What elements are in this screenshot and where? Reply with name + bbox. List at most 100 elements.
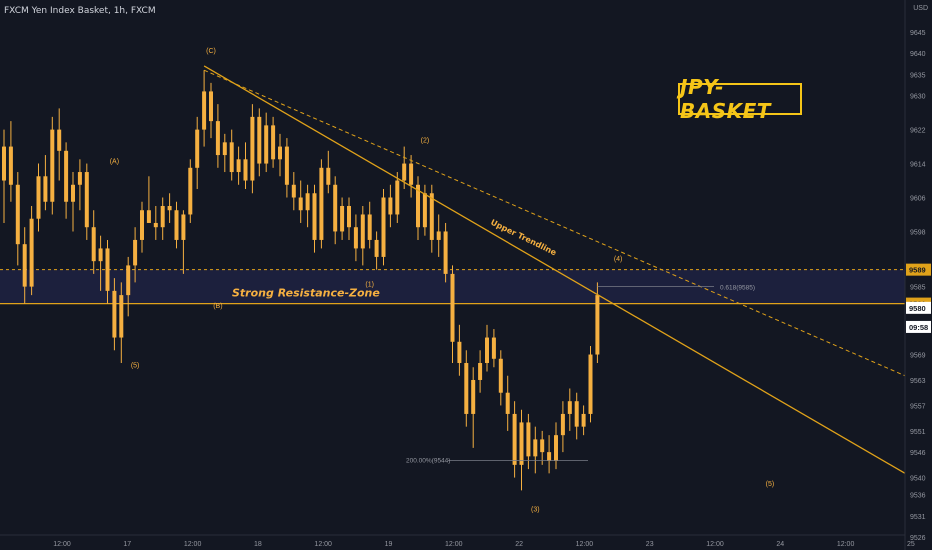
candle-body	[450, 273, 455, 342]
candle-body	[209, 91, 213, 122]
candle-body	[505, 392, 510, 414]
y-tick-label: 9536	[910, 493, 926, 500]
candle-body	[167, 205, 172, 211]
x-tick-label: 25	[907, 541, 915, 548]
candle-body	[174, 210, 179, 240]
dashed-trendline	[203, 69, 906, 377]
candle-body	[526, 422, 531, 457]
upper-trendline	[203, 65, 906, 474]
x-tick-label: 24	[776, 541, 784, 548]
symbol-title: FXCM Yen Index Basket, 1h, FXCM	[4, 6, 156, 16]
logo-text: JPY-BASKET	[680, 75, 771, 123]
candle-body	[416, 184, 420, 228]
candle-body	[43, 176, 48, 202]
candle-body	[298, 197, 303, 211]
candle-body	[71, 184, 75, 202]
candle-body	[312, 193, 317, 240]
y-tick-label: 9526	[910, 535, 926, 542]
candle-body	[284, 146, 289, 185]
y-tick-label: 9546	[910, 450, 926, 457]
candle-body	[347, 205, 351, 228]
fib-label-0618: 0.618(9585)	[720, 285, 755, 292]
candle-body	[340, 205, 345, 232]
candle-body	[395, 180, 400, 215]
x-tick-label: 12:00	[576, 541, 594, 548]
wave-label: (1)	[365, 282, 374, 289]
candle-body	[333, 184, 338, 232]
candle-body	[353, 227, 358, 249]
candle-body	[36, 176, 41, 219]
price-badge	[906, 263, 931, 276]
candle-body	[77, 172, 82, 185]
candle-body	[257, 116, 262, 164]
y-tick-label: 9563	[910, 378, 926, 385]
candle-body	[374, 239, 379, 257]
candle-body	[29, 218, 34, 287]
candle-body	[554, 435, 558, 461]
candle-body	[305, 193, 310, 211]
candle-body	[519, 422, 524, 465]
price-badge	[906, 320, 931, 333]
candle-body	[360, 214, 365, 249]
candle-body	[422, 193, 427, 228]
wave-label: (C)	[206, 48, 216, 55]
y-tick-label: 9540	[910, 476, 926, 483]
wave-label: (5)	[766, 481, 775, 488]
wave-label: (4)	[614, 256, 623, 263]
zone-label: Strong Resistance-Zone	[232, 287, 380, 300]
x-tick-label: 12:00	[837, 541, 855, 548]
y-tick-label: 9640	[910, 51, 926, 58]
y-tick-label: 9585	[910, 285, 926, 292]
candle-body	[243, 159, 248, 181]
candle-body	[471, 379, 476, 414]
candle-body	[140, 210, 144, 240]
x-tick-label: 12:00	[314, 541, 332, 548]
candle-body	[367, 214, 372, 240]
y-tick-label: 9606	[910, 196, 926, 203]
candle-body	[326, 167, 331, 185]
x-tick-label: 17	[123, 541, 131, 548]
candle-body	[91, 227, 96, 262]
y-tick-label: 9645	[910, 30, 926, 37]
candle-body	[540, 439, 545, 453]
candle-body	[222, 142, 227, 156]
candle-body	[215, 121, 220, 156]
candle-body	[547, 452, 552, 461]
price-badge-label: 9580	[909, 304, 926, 313]
candle-body	[402, 163, 407, 181]
candle-body	[160, 205, 165, 228]
candle-body	[153, 222, 158, 228]
candle-body	[119, 295, 124, 338]
price-badge-label: 09:58	[909, 323, 928, 332]
candle-body	[436, 231, 441, 240]
y-tick-label: 9630	[910, 94, 926, 101]
candle-body	[319, 167, 324, 240]
candle-body	[22, 244, 27, 287]
candle-body	[271, 125, 276, 160]
candle-body	[388, 197, 393, 215]
x-tick-label: 12:00	[706, 541, 724, 548]
candle-body	[443, 231, 448, 274]
candle-body	[512, 413, 517, 465]
candle-body	[567, 401, 572, 414]
candle-body	[409, 163, 414, 185]
candle-body	[595, 295, 600, 355]
x-tick-label: 22	[515, 541, 523, 548]
candle-body	[2, 146, 6, 181]
wave-label: (5)	[131, 362, 140, 369]
y-tick-label: 9569	[910, 353, 926, 360]
candle-body	[381, 197, 386, 257]
wave-label: (B)	[213, 303, 222, 310]
candle-body	[133, 239, 138, 266]
candle-body	[278, 146, 282, 160]
candle-body	[588, 354, 593, 414]
y-tick-label: 9557	[910, 403, 926, 410]
candle-body	[236, 159, 241, 173]
candle-body	[202, 91, 207, 130]
candle-body	[98, 248, 103, 262]
candle-body	[188, 167, 193, 215]
candle-body	[50, 129, 55, 202]
candle-body	[533, 439, 538, 457]
candle-body	[574, 401, 579, 427]
